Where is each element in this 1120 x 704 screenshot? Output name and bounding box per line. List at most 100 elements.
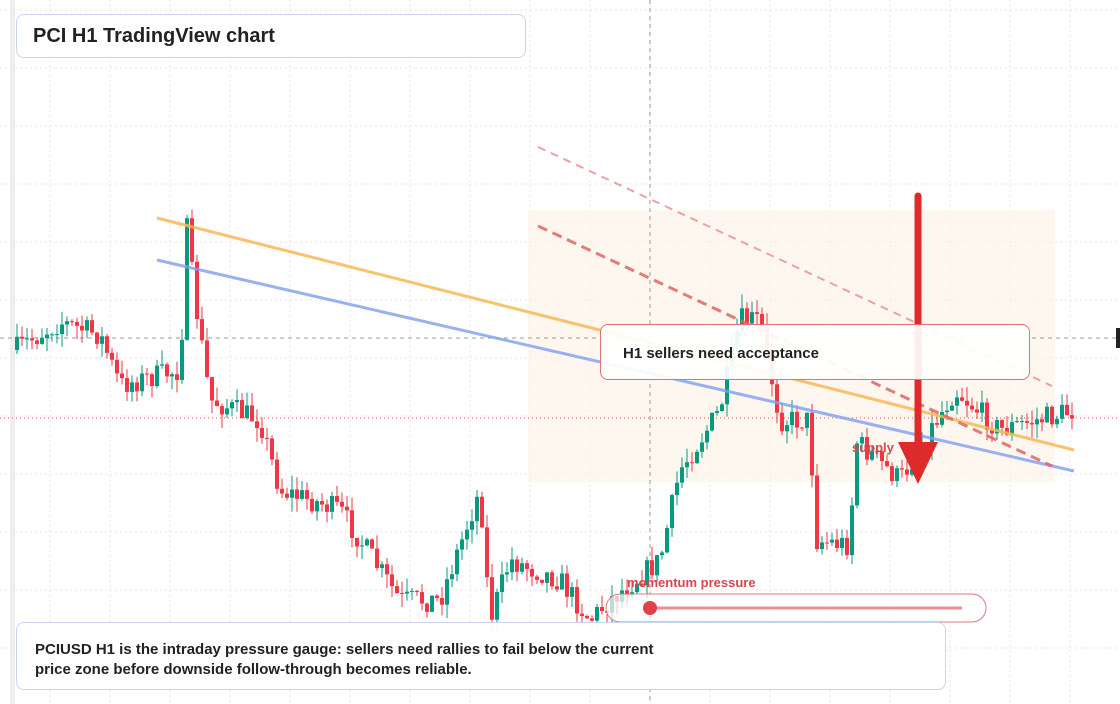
candle bbox=[790, 411, 794, 426]
candle bbox=[480, 496, 484, 528]
candle bbox=[990, 429, 994, 434]
candle bbox=[910, 469, 914, 475]
candle bbox=[665, 528, 669, 553]
candle bbox=[325, 504, 329, 512]
caption-line: PCIUSD H1 is the intraday pressure gauge… bbox=[35, 641, 654, 658]
candle bbox=[1070, 415, 1074, 419]
candle bbox=[330, 495, 334, 512]
candle bbox=[135, 382, 139, 392]
candle bbox=[165, 364, 169, 377]
candle bbox=[195, 261, 199, 320]
candle bbox=[565, 573, 569, 597]
candle bbox=[900, 468, 904, 470]
channel-upper bbox=[537, 146, 1053, 387]
candle bbox=[295, 489, 299, 499]
candle bbox=[465, 529, 469, 540]
candle bbox=[500, 574, 504, 592]
candle bbox=[705, 430, 709, 443]
candle bbox=[45, 334, 49, 339]
candle bbox=[455, 549, 459, 575]
title: PCI H1 TradingView chart bbox=[16, 14, 526, 58]
candle bbox=[435, 595, 439, 598]
candle bbox=[420, 592, 424, 604]
candle bbox=[40, 338, 44, 344]
candle bbox=[485, 527, 489, 578]
candle bbox=[65, 321, 69, 325]
candle bbox=[75, 321, 79, 326]
candle bbox=[470, 521, 474, 530]
candle bbox=[700, 442, 704, 452]
candle bbox=[575, 587, 579, 614]
candle bbox=[150, 374, 154, 387]
candle bbox=[50, 334, 54, 336]
candle bbox=[475, 496, 479, 522]
candle bbox=[655, 555, 659, 576]
candle bbox=[220, 406, 224, 415]
candle bbox=[350, 510, 354, 538]
candle bbox=[110, 352, 114, 360]
candle bbox=[1030, 422, 1034, 425]
candle bbox=[875, 451, 879, 453]
candle bbox=[505, 572, 509, 575]
candle bbox=[520, 563, 524, 572]
candle bbox=[310, 498, 314, 512]
candle bbox=[90, 320, 94, 333]
candle bbox=[835, 539, 839, 549]
candle bbox=[680, 467, 684, 483]
candle bbox=[635, 583, 639, 593]
candle bbox=[745, 308, 749, 324]
candle bbox=[285, 493, 289, 498]
candle bbox=[125, 378, 129, 392]
candle bbox=[385, 564, 389, 575]
candle bbox=[1000, 420, 1004, 428]
candle bbox=[445, 579, 449, 605]
candle bbox=[725, 366, 729, 405]
candle bbox=[545, 572, 549, 583]
candle bbox=[850, 505, 854, 556]
candle bbox=[600, 607, 604, 612]
candle bbox=[1015, 421, 1019, 423]
candle bbox=[265, 437, 269, 439]
candle bbox=[275, 459, 279, 489]
candle bbox=[20, 336, 24, 339]
candle bbox=[245, 405, 249, 418]
candle bbox=[495, 591, 499, 620]
candle bbox=[305, 490, 309, 499]
candle bbox=[395, 586, 399, 594]
candle bbox=[865, 437, 869, 460]
candle bbox=[100, 336, 104, 344]
candle bbox=[60, 324, 64, 335]
candle bbox=[490, 577, 494, 620]
price-tag bbox=[1116, 328, 1120, 348]
candle bbox=[755, 312, 759, 314]
candle bbox=[625, 590, 629, 596]
candle bbox=[205, 340, 209, 377]
candle bbox=[1050, 406, 1054, 425]
candle bbox=[315, 501, 319, 512]
candle bbox=[355, 537, 359, 547]
candle bbox=[215, 400, 219, 407]
candle bbox=[995, 420, 999, 434]
candle bbox=[645, 560, 649, 586]
candle bbox=[290, 489, 294, 498]
candle bbox=[550, 572, 554, 587]
candle bbox=[890, 466, 894, 482]
candle bbox=[640, 583, 644, 586]
candle bbox=[1060, 404, 1064, 419]
candle bbox=[30, 338, 34, 341]
candle bbox=[710, 412, 714, 431]
candle bbox=[845, 537, 849, 556]
candle bbox=[660, 552, 664, 556]
candle bbox=[945, 410, 949, 413]
candle bbox=[1010, 422, 1014, 435]
candle bbox=[415, 590, 419, 593]
candle bbox=[935, 423, 939, 425]
candle bbox=[1035, 419, 1039, 425]
candle bbox=[440, 597, 444, 605]
candle bbox=[650, 560, 654, 576]
candle bbox=[810, 412, 814, 476]
candle bbox=[980, 402, 984, 413]
candle bbox=[25, 338, 29, 340]
candle bbox=[160, 364, 164, 366]
